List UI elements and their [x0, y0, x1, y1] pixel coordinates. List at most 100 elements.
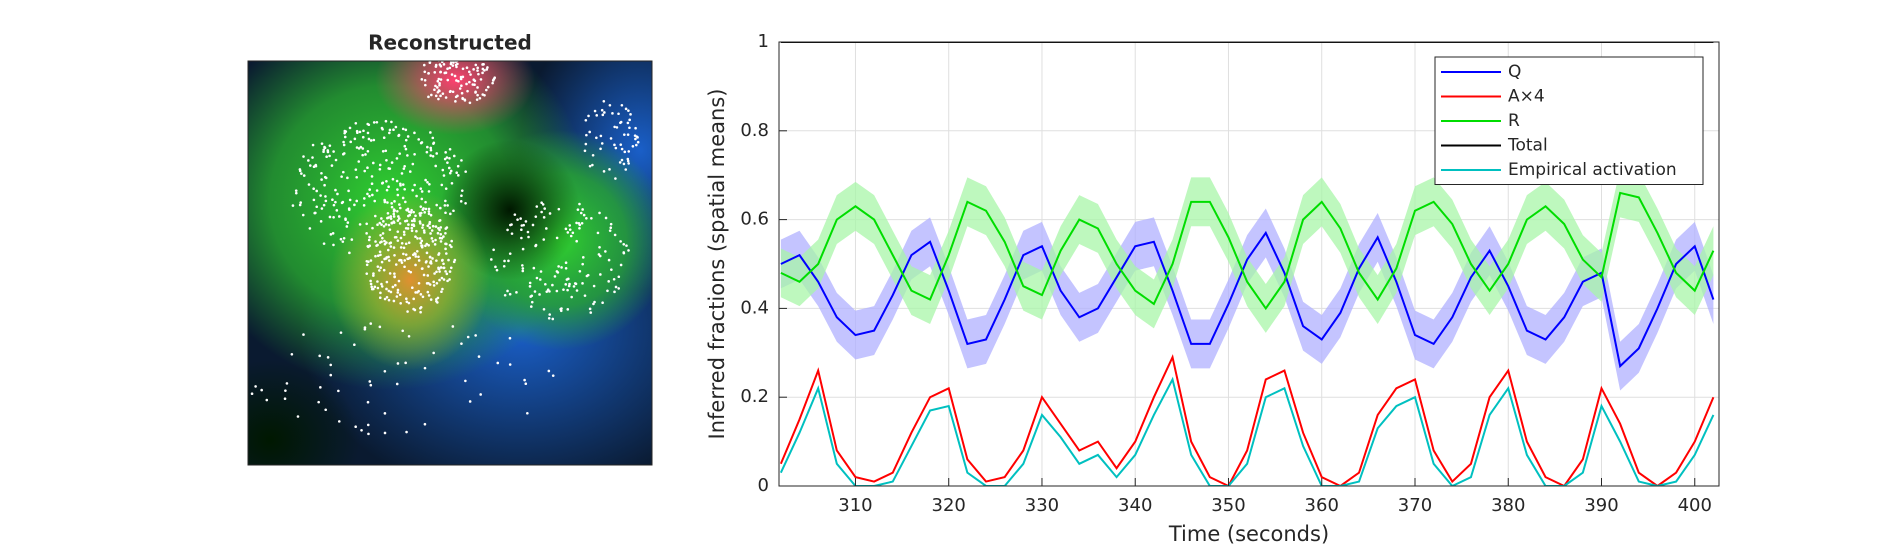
- dot: [439, 240, 443, 243]
- dot: [385, 158, 388, 162]
- dot: [372, 274, 375, 277]
- dot: [382, 268, 386, 272]
- dot: [526, 411, 529, 415]
- series-line: [780, 230, 1715, 369]
- dot: [398, 259, 401, 262]
- dot: [609, 137, 613, 140]
- dot: [631, 144, 635, 148]
- dot: [464, 56, 467, 59]
- dot: [521, 247, 525, 251]
- dot: [430, 229, 434, 232]
- dot: [354, 121, 358, 125]
- dot: [307, 159, 310, 162]
- dot: [390, 205, 394, 209]
- dot: [349, 140, 353, 144]
- dot: [320, 178, 323, 181]
- dot: [443, 157, 447, 161]
- dot: [388, 128, 392, 132]
- dot: [437, 252, 441, 255]
- image-title: Reconstructed: [368, 31, 532, 55]
- dot: [382, 220, 385, 223]
- dot: [337, 389, 340, 393]
- dot: [533, 290, 537, 293]
- dot: [588, 130, 591, 134]
- dot: [388, 272, 392, 275]
- dot: [430, 93, 433, 97]
- dot: [342, 152, 345, 156]
- dot: [459, 200, 463, 203]
- dot: [623, 133, 626, 136]
- dot: [395, 382, 399, 386]
- dot: [432, 141, 436, 145]
- dot: [422, 273, 426, 277]
- dot: [376, 280, 379, 283]
- dot: [388, 242, 392, 245]
- dot: [625, 244, 628, 247]
- dot: [380, 285, 384, 288]
- dot: [355, 129, 359, 133]
- x-tick-label: 380: [1491, 495, 1525, 516]
- dot: [458, 87, 462, 90]
- dot: [613, 290, 616, 294]
- dot: [444, 232, 447, 235]
- dot: [298, 203, 302, 207]
- dot: [315, 205, 319, 209]
- dot: [389, 245, 393, 248]
- dot: [542, 216, 546, 219]
- dot: [534, 243, 538, 247]
- dot: [634, 126, 637, 130]
- dot: [429, 146, 433, 150]
- dot: [415, 194, 418, 198]
- dot: [354, 168, 358, 171]
- dot: [448, 243, 452, 247]
- dot: [337, 215, 341, 218]
- dot: [389, 217, 393, 220]
- dot: [334, 188, 337, 192]
- dot: [324, 408, 327, 412]
- dot: [602, 99, 606, 103]
- dot: [599, 134, 603, 138]
- dot: [431, 224, 435, 228]
- dot: [365, 222, 368, 226]
- dot: [345, 225, 349, 228]
- dot: [619, 121, 622, 125]
- dot: [432, 351, 435, 355]
- dot: [419, 310, 422, 314]
- dot: [444, 270, 447, 273]
- dot: [589, 311, 593, 314]
- dot: [634, 143, 638, 147]
- dot: [432, 284, 436, 287]
- dot: [361, 147, 365, 150]
- x-tick-label: 360: [1305, 495, 1339, 516]
- dot: [424, 178, 427, 182]
- dot: [426, 290, 430, 294]
- dot: [328, 144, 332, 147]
- dot: [396, 188, 399, 191]
- dot: [579, 211, 583, 215]
- dot: [524, 382, 528, 386]
- dot: [496, 361, 500, 365]
- dot: [404, 242, 408, 246]
- dot: [406, 207, 410, 211]
- dot: [405, 300, 409, 304]
- dot: [373, 214, 377, 218]
- dot: [451, 325, 455, 328]
- dot: [604, 216, 608, 220]
- dot: [380, 223, 383, 226]
- dot: [396, 193, 400, 197]
- dot: [493, 76, 497, 80]
- dot: [450, 239, 453, 243]
- dot: [584, 118, 588, 122]
- dot: [547, 369, 551, 373]
- dot: [360, 429, 363, 432]
- dot: [423, 366, 427, 370]
- dot: [429, 148, 433, 152]
- dot: [449, 55, 452, 58]
- x-tick-label: 350: [1211, 495, 1245, 516]
- dot: [564, 266, 568, 270]
- dot: [455, 171, 458, 175]
- dot: [438, 82, 441, 85]
- dot: [366, 166, 369, 170]
- series-line: [780, 191, 1715, 311]
- dot: [395, 179, 399, 183]
